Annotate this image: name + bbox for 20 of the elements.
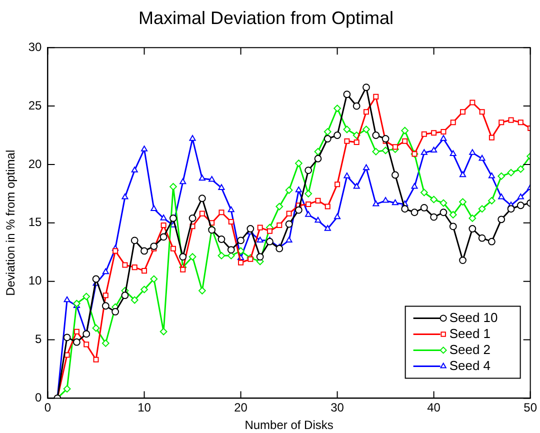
y-tick-label: 20: [28, 156, 42, 171]
y-tick-label: 10: [28, 274, 42, 288]
x-axis-title: Number of Disks: [244, 418, 334, 432]
y-tick-label: 30: [28, 40, 42, 54]
legend-label: Seed 4: [449, 358, 491, 373]
x-tick-label: 50: [524, 400, 538, 415]
x-tick-label: 30: [330, 400, 344, 415]
y-tick-label: 15: [28, 215, 42, 230]
y-tick-label: 0: [35, 390, 42, 405]
y-tick-label: 25: [28, 98, 42, 112]
y-tick-label: 5: [35, 332, 42, 346]
legend-label: Seed 10: [449, 310, 498, 325]
chart-title: Maximal Deviation from Optimal: [138, 8, 394, 28]
x-tick-label: 20: [234, 400, 248, 415]
y-axis-title: Deviation in % from optimal: [4, 150, 18, 296]
legend-label: Seed 2: [449, 342, 491, 357]
x-tick-label: 10: [138, 400, 152, 415]
legend-label: Seed 1: [449, 326, 491, 341]
x-tick-label: 40: [427, 400, 441, 415]
x-tick-label: 0: [44, 400, 52, 415]
